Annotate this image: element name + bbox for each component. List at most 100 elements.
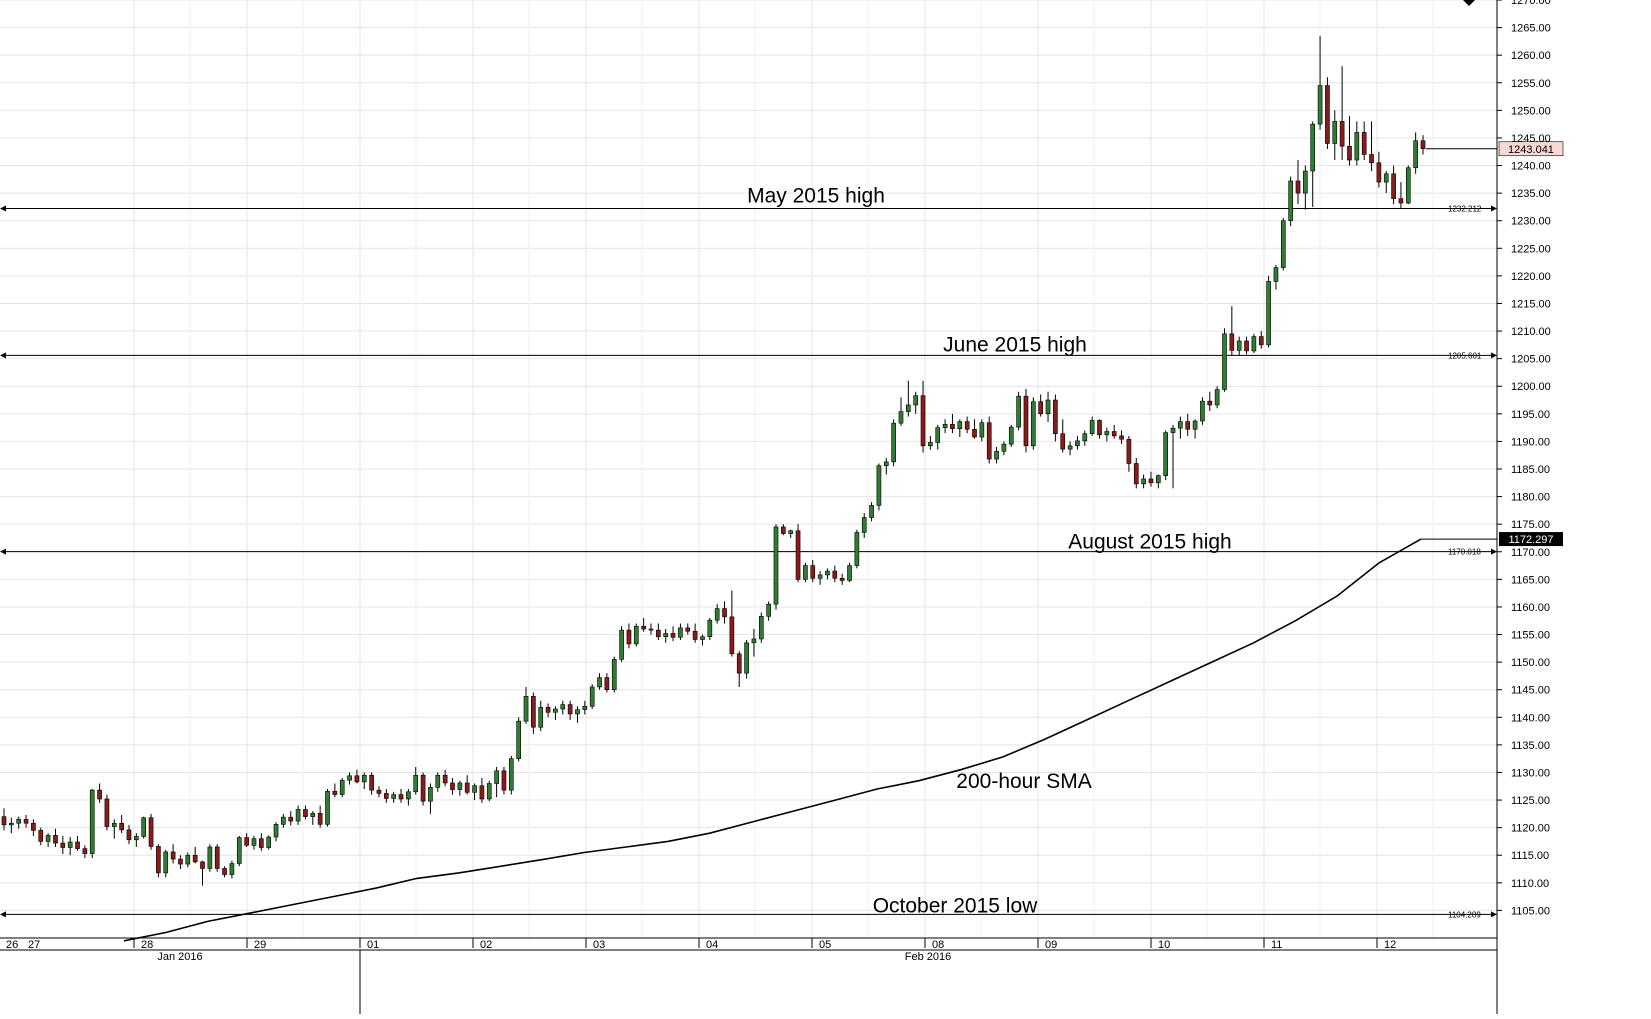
- candle-body: [1310, 123, 1316, 172]
- candle-body: [178, 858, 183, 865]
- candle-body: [192, 854, 198, 863]
- candle-body: [1405, 167, 1411, 204]
- candle-body: [832, 570, 838, 579]
- y-tick-label: 1270.00: [1511, 0, 1551, 7]
- candle-body: [1229, 333, 1235, 351]
- candle-body: [1325, 85, 1330, 144]
- x-tick-label: 12: [1384, 939, 1396, 951]
- candle-body: [1031, 401, 1036, 447]
- candle-body: [332, 790, 338, 795]
- candle-body: [714, 608, 720, 621]
- y-tick-label: 1150.00: [1511, 657, 1550, 669]
- y-tick-label: 1200.00: [1511, 381, 1551, 393]
- candle-body: [1, 816, 7, 826]
- y-tick-label: 1135.00: [1511, 740, 1550, 752]
- y-tick-label: 1225.00: [1511, 243, 1551, 255]
- candle-body: [266, 836, 272, 848]
- level-arrow-right: [1491, 548, 1497, 555]
- candle-body: [641, 625, 646, 630]
- candle-body: [457, 782, 463, 790]
- candle-body: [1258, 336, 1264, 346]
- candle-body: [251, 838, 257, 846]
- candle-body: [736, 653, 742, 674]
- candle-body: [633, 625, 639, 645]
- candle-body: [464, 782, 470, 793]
- candle-body: [810, 565, 816, 579]
- level-value-label: 1170.018: [1448, 548, 1481, 557]
- level-arrow-right: [1491, 352, 1497, 359]
- y-tick-label: 1190.00: [1511, 436, 1550, 448]
- candle-body: [361, 774, 367, 783]
- candle-body: [428, 787, 433, 802]
- x-tick-label: 29: [254, 939, 266, 951]
- candle-body: [692, 630, 698, 640]
- candle-body: [1053, 399, 1058, 434]
- y-tick-label: 1140.00: [1511, 712, 1550, 724]
- candle-body: [883, 461, 889, 466]
- level-label: October 2015 low: [873, 894, 1038, 917]
- candle-body: [31, 822, 36, 831]
- level-label: August 2015 high: [1068, 531, 1231, 554]
- candle-body: [1222, 333, 1227, 390]
- candle-body: [435, 774, 441, 788]
- candle-body: [486, 783, 492, 800]
- candle-body: [1111, 431, 1117, 437]
- y-tick-label: 1105.00: [1511, 905, 1550, 917]
- candle-body: [766, 603, 771, 617]
- candle-body: [23, 819, 29, 824]
- candle-body: [200, 861, 205, 869]
- level-label: June 2015 high: [943, 333, 1087, 356]
- candle-body: [1001, 443, 1007, 452]
- candle-body: [876, 465, 882, 506]
- candle-body: [479, 785, 485, 800]
- candle-body: [383, 793, 389, 799]
- candle-body: [148, 817, 154, 847]
- candle-body: [553, 708, 558, 713]
- level-value-label: 1232.212: [1448, 205, 1482, 214]
- candle-body: [942, 424, 948, 428]
- candle-body: [398, 794, 404, 800]
- candle-body: [523, 696, 529, 722]
- y-tick-label: 1260.00: [1511, 50, 1551, 62]
- candle-body: [244, 837, 249, 846]
- y-tick-label: 1180.00: [1511, 492, 1550, 504]
- y-tick-label: 1155.00: [1511, 630, 1550, 642]
- candle-body: [1354, 132, 1360, 161]
- y-tick-label: 1205.00: [1511, 354, 1551, 366]
- level-arrow-left: [0, 352, 6, 359]
- candle-body: [303, 809, 308, 817]
- candle-body: [670, 633, 676, 638]
- candle-body: [648, 628, 654, 631]
- level-arrow-right: [1491, 205, 1497, 212]
- candle-body: [1391, 173, 1396, 199]
- candle-body: [1332, 121, 1338, 144]
- candle-body: [339, 779, 345, 795]
- y-tick-label: 1265.00: [1511, 23, 1551, 35]
- x-tick-label: 26: [6, 939, 18, 951]
- candle-body: [413, 774, 419, 793]
- candle-body: [685, 627, 691, 632]
- candle-body: [611, 659, 617, 691]
- candle-body: [141, 817, 147, 837]
- y-tick-label: 1110.00: [1511, 878, 1549, 890]
- candle-body: [1178, 421, 1183, 429]
- candle-body: [126, 829, 132, 841]
- candle-body: [597, 677, 602, 688]
- sma-value-box: [1499, 532, 1563, 547]
- sma-line-layer: 1172.297: [123, 532, 1563, 942]
- candle-body: [45, 835, 51, 842]
- candle-body: [1303, 170, 1308, 194]
- candle-body: [567, 704, 573, 715]
- candle-body: [1236, 340, 1242, 351]
- level-value-label: 1205.601: [1448, 351, 1482, 360]
- candle-body: [700, 636, 705, 640]
- level-label: May 2015 high: [747, 185, 885, 208]
- candle-body: [472, 785, 477, 793]
- x-tick-label: 08: [932, 939, 944, 951]
- x-tick-label: 05: [819, 939, 831, 951]
- sma-label: 200-hour SMA: [956, 770, 1091, 793]
- candle-body: [986, 422, 992, 460]
- sma-value-label: 1172.297: [1508, 534, 1553, 546]
- y-tick-label: 1215.00: [1511, 298, 1551, 310]
